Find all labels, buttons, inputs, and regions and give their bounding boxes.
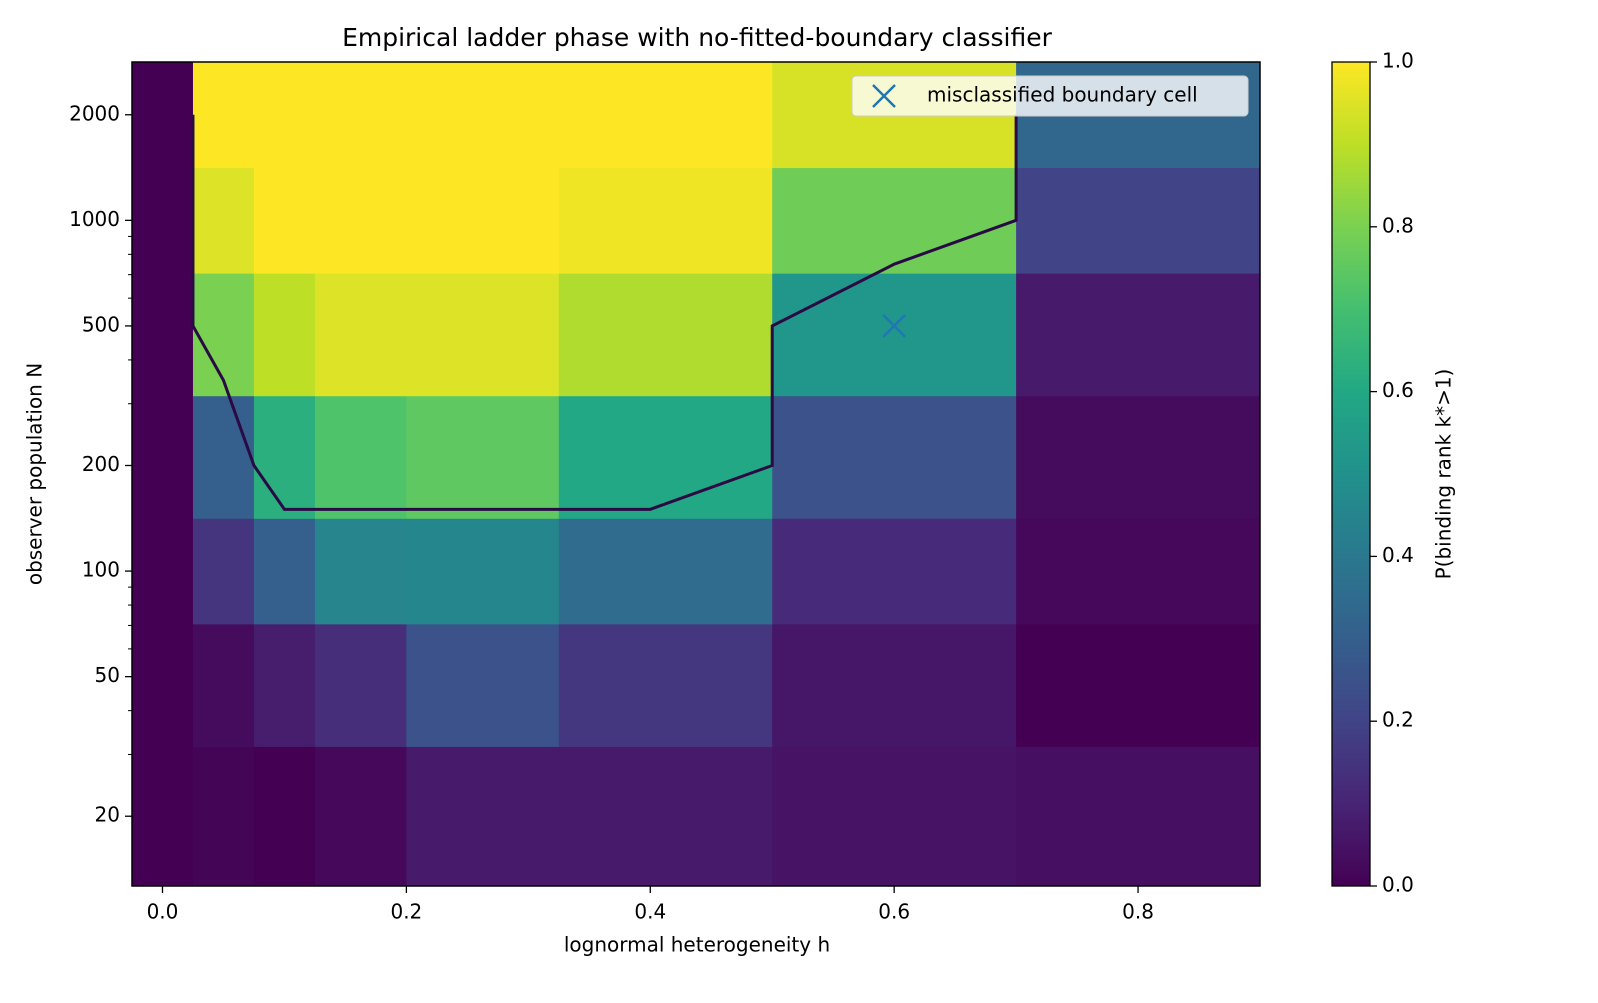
heatmap-cell bbox=[132, 62, 194, 169]
heatmap-cell bbox=[406, 518, 560, 625]
heatmap-cell bbox=[406, 273, 560, 397]
y-axis-label: observer population N bbox=[23, 363, 47, 585]
heatmap-cell bbox=[1016, 273, 1260, 397]
heatmap-cell bbox=[192, 623, 255, 747]
y-tick-label: 20 bbox=[95, 803, 120, 827]
heatmap-cell bbox=[558, 623, 773, 747]
contour-line bbox=[191, 114, 1018, 511]
x-tick-label: 0.6 bbox=[878, 900, 910, 924]
colorbar-tick-label: 0.4 bbox=[1382, 543, 1414, 567]
x-marker-stroke bbox=[872, 84, 896, 108]
heatmap-cell bbox=[253, 167, 316, 274]
heatmap-cell bbox=[132, 623, 194, 747]
heatmap-cell bbox=[253, 746, 316, 886]
colorbar-tick-label: 0.0 bbox=[1382, 873, 1414, 897]
x-marker bbox=[872, 84, 896, 108]
heatmap-cell bbox=[192, 746, 255, 886]
y-tick-label: 50 bbox=[95, 663, 120, 687]
heatmap-cell bbox=[314, 167, 407, 274]
chart-title: Empirical ladder phase with no-fitted-bo… bbox=[342, 23, 1053, 52]
x-tick-label: 0.2 bbox=[390, 900, 422, 924]
heatmap-cell bbox=[132, 518, 194, 625]
heatmap-cell bbox=[192, 518, 255, 625]
colorbar bbox=[1331, 61, 1371, 887]
colorbar-tick-label: 0.8 bbox=[1382, 213, 1414, 237]
heatmap-cell bbox=[192, 395, 255, 519]
x-marker bbox=[882, 314, 907, 338]
x-axis-label: lognormal heterogeneity h bbox=[564, 933, 830, 957]
heatmap-cell bbox=[1016, 623, 1260, 747]
heatmap-cell bbox=[772, 273, 1017, 397]
heatmap-cell bbox=[558, 518, 773, 625]
heatmap-cell bbox=[1016, 395, 1260, 519]
heatmap-cell bbox=[772, 518, 1017, 625]
heatmap-cell bbox=[253, 273, 316, 397]
heatmap-cell bbox=[406, 62, 560, 169]
legend-label: misclassified boundary cell bbox=[927, 83, 1198, 107]
heatmap-cell bbox=[314, 62, 407, 169]
heatmap-cell bbox=[558, 746, 773, 886]
y-tick-label: 2000 bbox=[69, 101, 120, 125]
heatmap-cell bbox=[772, 746, 1017, 886]
heatmap-cell bbox=[406, 167, 560, 274]
heatmap-cell bbox=[772, 167, 1017, 274]
heatmap-cell bbox=[253, 395, 316, 519]
heatmap-cell bbox=[1016, 746, 1260, 886]
heatmap-cell bbox=[406, 746, 560, 886]
y-tick-label: 200 bbox=[82, 452, 120, 476]
plot-frame bbox=[131, 61, 1261, 887]
heatmap-cell bbox=[192, 167, 255, 274]
heatmap-cell bbox=[314, 746, 407, 886]
x-tick-label: 0.8 bbox=[1122, 900, 1154, 924]
heatmap-cell bbox=[772, 395, 1017, 519]
heatmap-cell bbox=[314, 518, 407, 625]
heatmap-cell bbox=[558, 395, 773, 519]
y-tick-label: 100 bbox=[82, 558, 120, 582]
heatmap-cell bbox=[1016, 518, 1260, 625]
colorbar-tick-label: 1.0 bbox=[1382, 49, 1414, 73]
heatmap-cell bbox=[406, 623, 560, 747]
heatmap-cell bbox=[314, 395, 407, 519]
heatmap-cell bbox=[314, 273, 407, 397]
y-tick-label: 500 bbox=[82, 312, 120, 336]
heatmap-cell bbox=[314, 623, 407, 747]
heatmap-cell bbox=[1016, 167, 1260, 274]
colorbar-label: P(binding rank k*>1) bbox=[1432, 369, 1456, 580]
heatmap-cell bbox=[192, 62, 255, 169]
heatmap-cell bbox=[132, 167, 194, 274]
heatmap-cell bbox=[558, 62, 773, 169]
x-marker-stroke bbox=[882, 314, 907, 338]
colorbar-tick-label: 0.2 bbox=[1382, 708, 1414, 732]
heatmap-cell bbox=[132, 273, 194, 397]
heatmap bbox=[132, 62, 1260, 886]
x-tick-label: 0.0 bbox=[147, 900, 179, 924]
heatmap-cell bbox=[406, 395, 560, 519]
colorbar-tick-label: 0.6 bbox=[1382, 378, 1414, 402]
heatmap-cell bbox=[253, 62, 316, 169]
heatmap-cell bbox=[192, 273, 255, 397]
heatmap-cell bbox=[132, 746, 194, 886]
heatmap-cell bbox=[772, 623, 1017, 747]
x-tick-label: 0.4 bbox=[634, 900, 666, 924]
heatmap-cell bbox=[253, 518, 316, 625]
legend-box bbox=[851, 75, 1249, 117]
heatmap-cell bbox=[132, 395, 194, 519]
y-tick-label: 1000 bbox=[69, 207, 120, 231]
heatmap-cell bbox=[558, 273, 773, 397]
heatmap-cell bbox=[253, 623, 316, 747]
heatmap-cell bbox=[558, 167, 773, 274]
